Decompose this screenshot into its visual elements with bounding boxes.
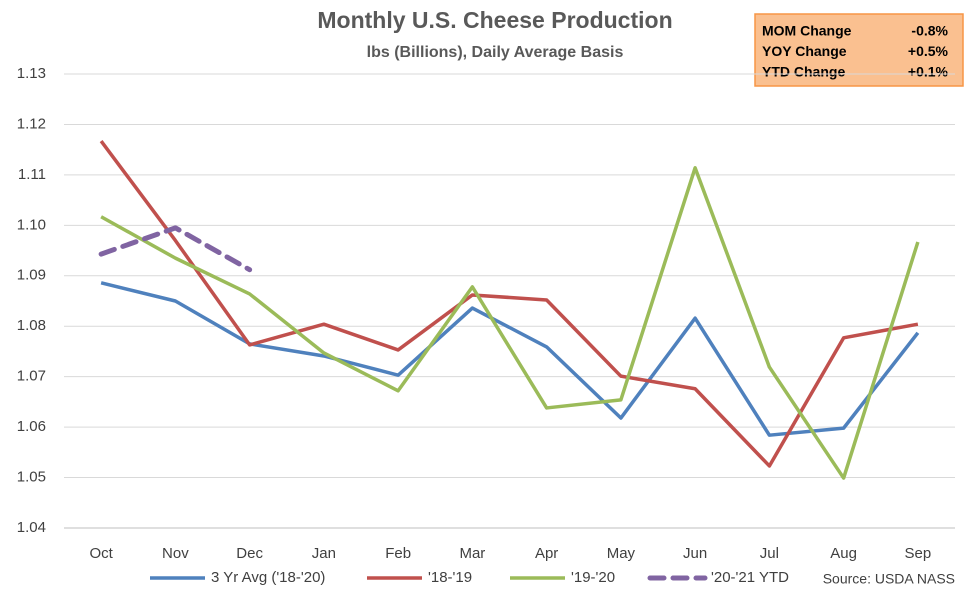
x-tick-label: Jan	[312, 545, 336, 562]
y-tick-label: 1.11	[18, 166, 46, 183]
box-label: MOM Change	[762, 23, 852, 39]
y-tick-label: 1.05	[17, 469, 46, 486]
x-tick-label: Aug	[830, 545, 857, 562]
y-tick-label: 1.12	[17, 115, 46, 132]
x-tick-label: Feb	[385, 545, 411, 562]
chart-subtitle: lbs (Billions), Daily Average Basis	[367, 44, 624, 61]
x-tick-label: Apr	[535, 545, 558, 562]
box-label: YOY Change	[762, 43, 847, 59]
x-tick-label: Dec	[236, 545, 263, 562]
y-tick-label: 1.10	[17, 216, 46, 233]
x-tick-label: Sep	[905, 545, 932, 562]
box-value: +0.5%	[908, 43, 949, 59]
box-label: YTD Change	[762, 64, 845, 80]
legend-label: 3 Yr Avg ('18-'20)	[211, 569, 325, 586]
series-line	[100, 166, 920, 480]
box-value: -0.8%	[911, 23, 948, 39]
x-tick-label: May	[607, 545, 636, 562]
legend-label: '20-'21 YTD	[711, 569, 789, 586]
x-tick-label: Jun	[683, 545, 707, 562]
series-line	[99, 140, 919, 468]
source-note: Source: USDA NASS	[823, 571, 955, 587]
y-tick-label: 1.06	[17, 418, 46, 435]
series-line	[100, 281, 920, 437]
y-tick-label: 1.08	[17, 317, 46, 334]
legend-label: '18-'19	[428, 569, 472, 586]
x-tick-label: Jul	[760, 545, 779, 562]
box-value: +0.1%	[908, 64, 949, 80]
series-line	[98, 225, 253, 273]
x-tick-label: Mar	[459, 545, 485, 562]
x-tick-label: Oct	[89, 545, 113, 562]
legend-label: '19-'20	[571, 569, 615, 586]
y-tick-label: 1.13	[17, 65, 46, 82]
summary-box: MOM Change -0.8% YOY Change +0.5% YTD Change…	[754, 13, 964, 87]
y-tick-label: 1.07	[17, 368, 46, 385]
y-tick-label: 1.09	[17, 267, 46, 284]
y-tick-label: 1.04	[17, 519, 46, 536]
x-tick-label: Nov	[162, 545, 189, 562]
chart-title: Monthly U.S. Cheese Production	[317, 7, 672, 33]
